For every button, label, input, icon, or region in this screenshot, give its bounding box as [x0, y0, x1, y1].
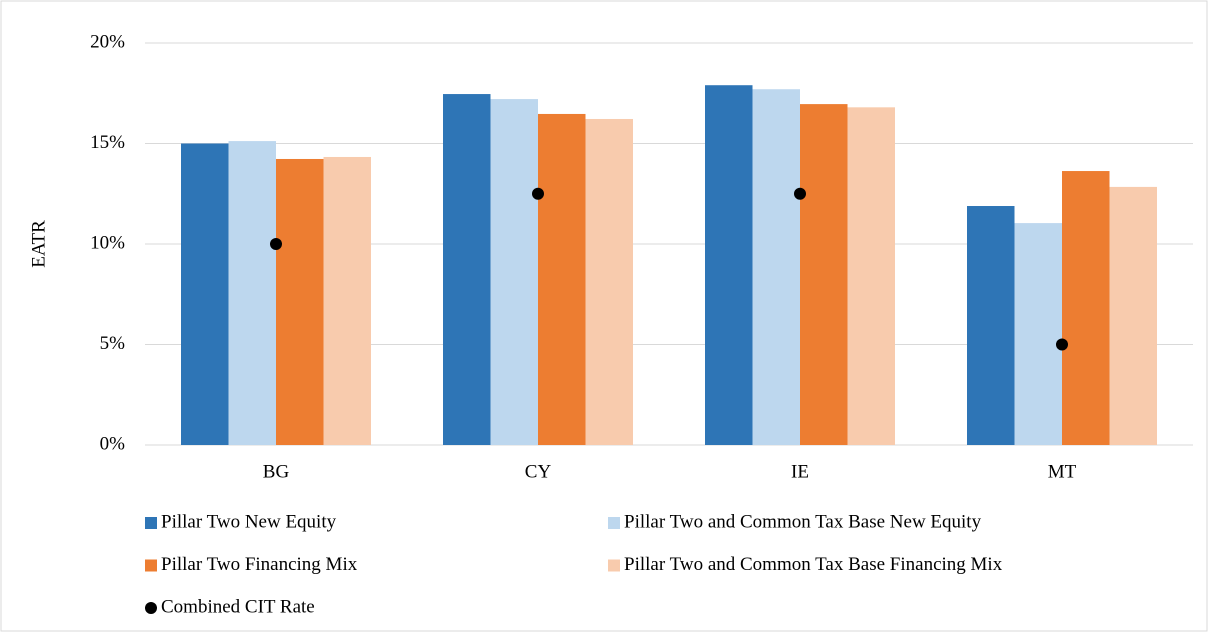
legend-swatch [608, 517, 620, 529]
y-tick-label: 5% [100, 333, 126, 354]
legend-swatch [608, 559, 620, 572]
y-tick-label: 20% [90, 31, 125, 52]
bar [752, 89, 800, 445]
bar [967, 206, 1015, 445]
dot [270, 238, 282, 250]
legend-label: Pillar Two and Common Tax Base Financing… [624, 554, 1003, 575]
dot [532, 187, 544, 200]
y-tick-label: 10% [90, 232, 125, 253]
y-tick-label: 15% [90, 132, 125, 153]
bar [1014, 223, 1062, 445]
bar [443, 94, 491, 445]
legend-swatch [145, 517, 157, 529]
legend-label: Pillar Two and Common Tax Base New Equit… [624, 511, 982, 532]
bar [228, 141, 276, 445]
bar [181, 143, 229, 445]
x-tick-label: MT [1048, 461, 1077, 482]
x-tick-label: BG [263, 461, 290, 482]
legend-label: Pillar Two New Equity [161, 511, 337, 532]
bar [847, 107, 895, 445]
dot [1056, 338, 1068, 351]
bar [585, 118, 633, 445]
legend-marker [145, 602, 157, 614]
bar [800, 104, 848, 445]
x-tick-label: CY [525, 461, 552, 482]
bar [1062, 171, 1110, 446]
bar [490, 99, 538, 445]
legend-label: Combined CIT Rate [161, 596, 315, 617]
bar [276, 158, 324, 446]
bar [538, 113, 586, 445]
bar [1109, 186, 1157, 445]
y-axis-label: EATR [28, 220, 49, 268]
legend-swatch [145, 559, 157, 572]
dot [794, 187, 806, 200]
y-tick-label: 0% [100, 433, 126, 454]
bar [705, 85, 753, 446]
x-tick-label: IE [791, 461, 809, 482]
bar [323, 156, 371, 446]
legend-label: Pillar Two Financing Mix [161, 554, 358, 575]
